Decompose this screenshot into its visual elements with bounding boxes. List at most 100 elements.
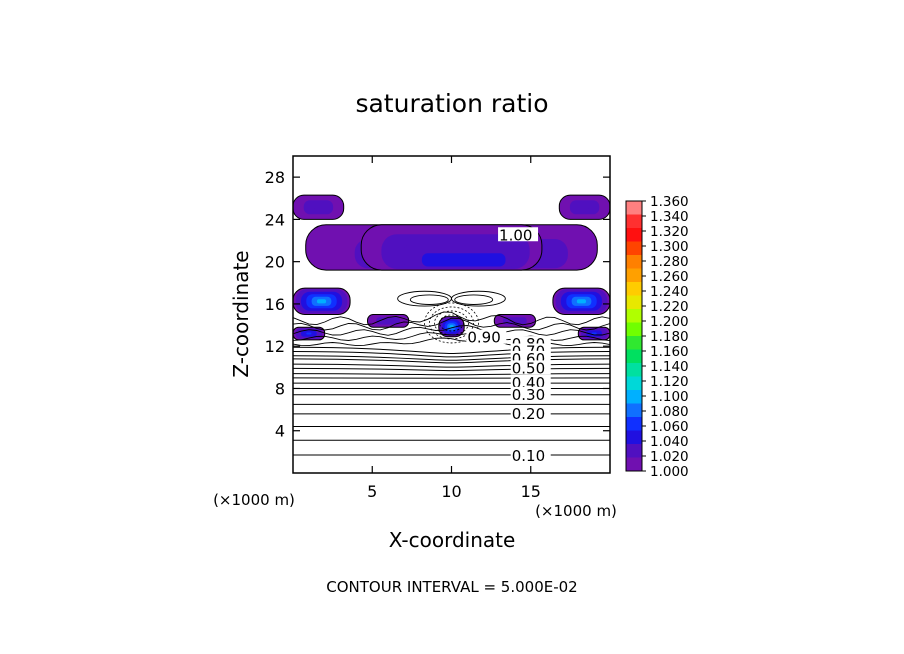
contour-label: 1.00: [499, 226, 532, 244]
colorbar-swatch: [626, 417, 642, 431]
region-layer: [384, 319, 392, 322]
colorbar-swatch: [626, 214, 642, 229]
region-layer: [421, 253, 506, 267]
supersaturated-regions: [293, 194, 610, 341]
region-layer: [317, 299, 327, 304]
chart-title: saturation ratio: [355, 89, 548, 118]
x-tick-label: 5: [367, 482, 377, 501]
colorbar-label: 1.080: [650, 404, 689, 420]
region-layer: [580, 205, 589, 210]
colorbar-label: 1.260: [650, 269, 689, 285]
region-layer: [511, 319, 519, 322]
y-tick-label: 20: [265, 253, 285, 272]
contour-line-wavy: [293, 332, 610, 341]
colorbar-label: 1.100: [650, 389, 689, 405]
contour-label: 0.50: [512, 359, 545, 377]
contour-line-wavy: [293, 325, 610, 336]
contour-label-bg: [510, 448, 551, 463]
colorbar-label: 1.220: [650, 299, 689, 315]
contour-label-bg: [510, 360, 551, 375]
colorbar-label: 1.160: [650, 344, 689, 360]
region-layer: [314, 205, 323, 210]
region-9: [293, 326, 326, 341]
contour-label: 0.20: [512, 405, 545, 423]
colorbar-label: 1.280: [650, 254, 689, 270]
y-tick-label: 28: [265, 168, 285, 187]
colorbar-label: 1.320: [650, 224, 689, 240]
y-tick-label: 24: [265, 210, 285, 229]
colorbar-label: 1.360: [650, 194, 689, 210]
colorbar-label: 1.200: [650, 314, 689, 330]
y-unit-label: (×1000 m): [535, 502, 617, 520]
plot-background: [293, 156, 610, 473]
colorbar-swatch: [626, 268, 642, 283]
colorbar: 1.3601.3401.3201.3001.2801.2601.2401.220…: [625, 194, 689, 480]
x-axis-label: X-coordinate: [389, 528, 516, 552]
colorbar-label: 1.140: [650, 359, 689, 375]
contour-ring: [429, 306, 474, 340]
contour-label: 0.10: [512, 447, 545, 465]
contour-labels: 1.000.900.800.700.600.500.400.300.200.10: [466, 226, 551, 465]
region-6: [438, 316, 465, 338]
colorbar-swatch: [626, 201, 642, 215]
colorbar-swatch: [626, 228, 642, 242]
colorbar-swatch: [626, 241, 642, 256]
colorbar-label: 1.060: [650, 419, 689, 435]
colorbar-label: 1.000: [650, 464, 689, 480]
region-7: [367, 314, 410, 328]
colorbar-swatch: [626, 376, 642, 391]
contour-label-bg: [510, 386, 551, 401]
x-unit-label: (×1000 m): [213, 491, 295, 509]
colorbar-label: 1.340: [650, 209, 689, 225]
colorbar-label: 1.180: [650, 329, 689, 345]
colorbar-swatch: [626, 282, 642, 296]
colorbar-swatch: [626, 349, 642, 364]
region-4: [293, 287, 351, 315]
colorbar-swatch: [626, 363, 642, 377]
y-tick-label: 4: [275, 422, 285, 441]
colorbar-label: 1.120: [650, 374, 689, 390]
region-layer: [576, 299, 586, 304]
colorbar-label: 1.020: [650, 449, 689, 465]
region-1: [360, 224, 543, 271]
contour-interval-footer: CONTOUR INTERVAL = 5.000E-02: [326, 578, 577, 596]
colorbar-swatch: [626, 403, 642, 418]
x-tick-label: 15: [521, 482, 541, 501]
contour-label-bg: [510, 375, 551, 390]
colorbar-swatch: [626, 295, 642, 310]
colorbar-label: 1.300: [650, 239, 689, 255]
colorbar-swatch: [626, 255, 642, 269]
region-5: [552, 287, 610, 315]
x-tick-label: 10: [441, 482, 461, 501]
contour-label-bg: [510, 405, 551, 420]
colorbar-label: 1.040: [650, 434, 689, 450]
contour-label: 0.90: [467, 329, 500, 347]
contour-ring: [439, 314, 464, 332]
contour-ring: [424, 302, 479, 344]
contour-lobe: [454, 294, 494, 305]
region-2: [293, 194, 345, 220]
y-axis-label: Z-coordinate: [229, 250, 253, 377]
y-tick-label: 12: [265, 337, 285, 356]
region-layer: [591, 332, 597, 335]
region-layer: [306, 332, 312, 335]
x-axis-ticks: 5 10 15: [367, 156, 541, 501]
contour-label-bg: [498, 227, 539, 242]
colorbar-swatch: [626, 444, 642, 458]
y-axis-ticks: 4 8 12 16 20 24 28: [265, 168, 610, 441]
colorbar-swatch: [626, 430, 642, 445]
y-tick-label: 16: [265, 295, 285, 314]
colorbar-swatch: [626, 390, 642, 404]
contour-lobe: [409, 294, 449, 305]
colorbar-swatch: [626, 457, 642, 472]
contour-ring: [434, 310, 469, 336]
contour-line-wavy: [293, 311, 610, 326]
colorbar-label: 1.240: [650, 284, 689, 300]
colorbar-swatch: [626, 309, 642, 323]
contour-label-bg: [466, 329, 507, 344]
contour-line-wavy: [293, 317, 610, 331]
region-3: [558, 194, 610, 220]
contour-lobe: [451, 290, 506, 307]
colorbar-swatch: [626, 336, 642, 350]
